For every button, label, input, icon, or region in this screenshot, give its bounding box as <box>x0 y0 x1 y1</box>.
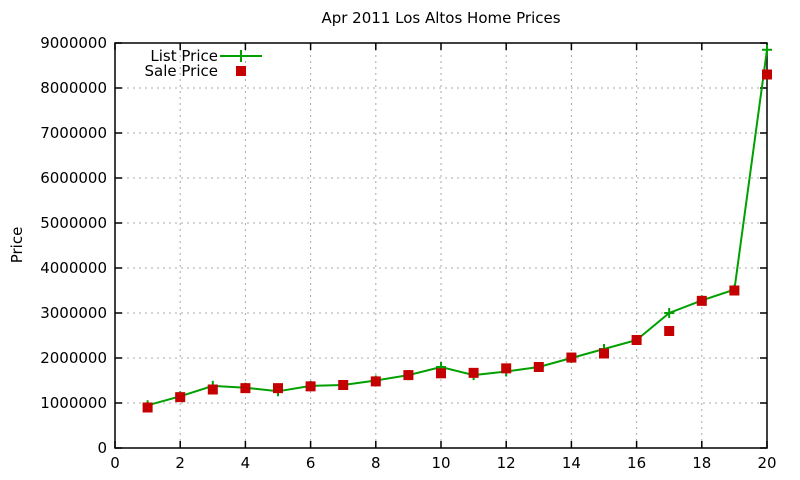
x-tick-label: 0 <box>110 454 120 472</box>
marker-square <box>207 384 218 395</box>
x-tick-label: 4 <box>241 454 251 472</box>
marker-square <box>468 367 479 378</box>
x-tick-label: 8 <box>371 454 381 472</box>
x-tick-label: 18 <box>692 454 711 472</box>
marker-square <box>631 335 642 345</box>
marker-plus <box>762 44 772 55</box>
legend-item-list-price: List Price <box>110 48 270 64</box>
marker-square <box>305 381 316 392</box>
y-tick-label: 6000000 <box>40 169 107 187</box>
marker-plus <box>664 308 675 318</box>
x-tick-label: 16 <box>627 454 646 472</box>
x-tick-label: 10 <box>431 454 450 472</box>
y-tick-label: 0 <box>97 439 107 457</box>
y-axis-title: Price <box>8 226 26 264</box>
marker-square <box>240 383 251 394</box>
series-line-list-price <box>147 49 768 407</box>
y-tick-label: 5000000 <box>40 214 107 232</box>
marker-square <box>436 368 446 379</box>
legend-item-sale-price: Sale Price <box>110 63 270 79</box>
x-tick-label: 2 <box>175 454 185 472</box>
y-tick-label: 4000000 <box>40 259 107 277</box>
legend-label-list-price: List Price <box>150 47 218 65</box>
legend-square-icon <box>236 66 246 76</box>
legend-label-sale-price: Sale Price <box>144 62 218 80</box>
marker-square <box>338 380 349 390</box>
marker-square <box>273 383 283 394</box>
marker-square <box>370 376 381 387</box>
marker-square <box>664 326 675 336</box>
y-tick-label: 3000000 <box>40 304 107 322</box>
marker-square <box>533 362 544 372</box>
y-tick-label: 2000000 <box>40 349 107 367</box>
y-tick-label: 7000000 <box>40 124 107 142</box>
x-tick-label: 12 <box>497 454 516 472</box>
marker-square <box>403 370 414 381</box>
marker-square <box>566 352 577 363</box>
marker-square <box>142 402 153 413</box>
y-tick-label: 9000000 <box>40 34 107 52</box>
marker-square <box>762 69 772 80</box>
marker-square <box>729 285 740 296</box>
x-tick-label: 6 <box>306 454 316 472</box>
y-tick-label: 8000000 <box>40 79 107 97</box>
y-tick-label: 1000000 <box>40 394 107 412</box>
marker-square <box>599 348 609 359</box>
marker-square <box>501 363 512 374</box>
marker-square <box>696 295 707 306</box>
marker-square <box>175 392 186 403</box>
legend-line-plus-icon <box>220 50 262 62</box>
x-tick-label: 20 <box>757 454 776 472</box>
chart-title: Apr 2011 Los Altos Home Prices <box>321 9 561 27</box>
x-tick-label: 14 <box>562 454 581 472</box>
